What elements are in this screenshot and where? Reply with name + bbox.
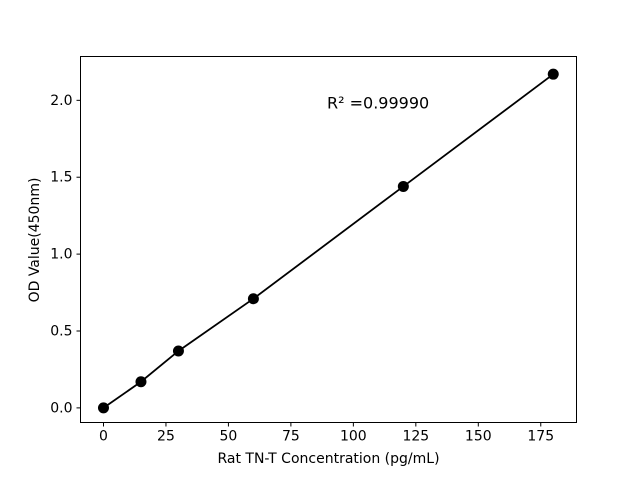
data-point (247, 293, 259, 305)
series-line (102, 73, 555, 409)
x-tick-label: 25 (157, 429, 175, 445)
x-tick-label: 150 (465, 429, 492, 445)
y-axis-label: OD Value(450nm) (27, 177, 43, 303)
y-tick-label: 0.5 (50, 323, 72, 339)
data-point (135, 376, 147, 388)
y-tick-label: 1.5 (50, 170, 72, 186)
x-tick-label: 100 (340, 429, 367, 445)
data-point (172, 345, 184, 357)
x-tick-label: 0 (99, 429, 108, 445)
x-axis-label: Rat TN-T Concentration (pg/mL) (217, 451, 440, 467)
y-tick-label: 1.0 (50, 247, 72, 263)
y-tick-label: 2.0 (50, 93, 72, 109)
x-tick-label: 125 (402, 429, 429, 445)
x-tick-label: 175 (527, 429, 554, 445)
data-point (97, 402, 109, 414)
plot-border (80, 56, 577, 423)
data-point (547, 68, 559, 80)
x-tick-label: 75 (282, 429, 300, 445)
x-tick-label: 50 (220, 429, 238, 445)
r-squared-annotation: R² =0.99990 (327, 93, 430, 113)
data-point (397, 180, 409, 192)
y-tick-label: 0.0 (50, 400, 72, 416)
